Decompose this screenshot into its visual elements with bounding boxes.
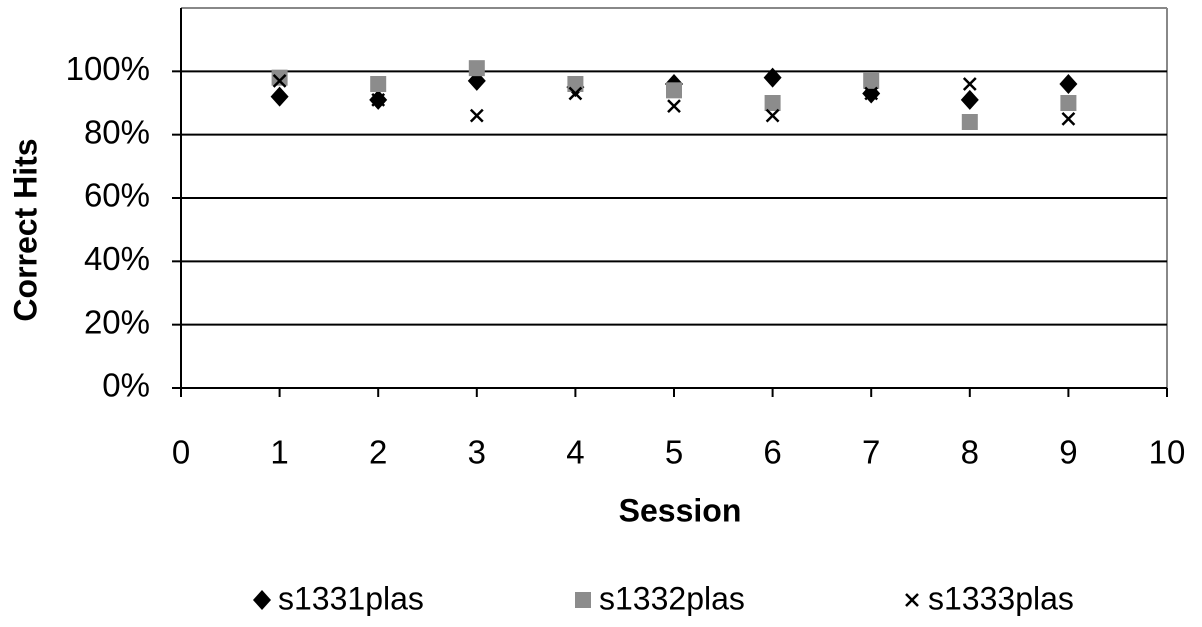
point (765, 108, 780, 123)
legend-label: s1333plas (928, 580, 1074, 616)
point (764, 95, 781, 111)
y-tick-label: 40% (84, 240, 150, 277)
x-tick-label: 4 (566, 434, 584, 471)
point (763, 67, 782, 88)
legend-label: s1331plas (278, 580, 424, 616)
x-tick-label: 5 (665, 434, 683, 471)
legend-marker (575, 592, 591, 608)
legend-marker (905, 593, 919, 607)
point (667, 99, 681, 114)
x-tick-label: 8 (961, 434, 979, 471)
x-tick-label: 3 (468, 434, 486, 471)
point (863, 72, 880, 89)
point (1059, 74, 1078, 94)
point (1060, 95, 1077, 111)
y-tick-label: 60% (84, 177, 150, 214)
point (469, 108, 484, 123)
legend-label: s1332plas (599, 580, 745, 616)
y-tick-label: 0% (102, 367, 150, 404)
x-tick-label: 7 (862, 434, 880, 471)
legend-marker (253, 590, 271, 610)
point (864, 86, 879, 101)
y-tick-label: 20% (84, 303, 150, 340)
x-tick-label: 6 (763, 434, 781, 471)
point (568, 86, 583, 101)
y-tick-label: 80% (84, 113, 150, 150)
point (962, 77, 977, 91)
x-tick-label: 0 (172, 434, 190, 471)
y-axis-title: Correct Hits (7, 138, 43, 321)
x-axis-title: Session (619, 492, 742, 528)
x-tick-label: 9 (1059, 434, 1077, 471)
point (371, 92, 386, 107)
point (468, 60, 485, 77)
x-tick-label: 2 (369, 434, 387, 471)
x-tick-label: 10 (1149, 434, 1186, 471)
point (961, 114, 978, 130)
point (270, 86, 289, 107)
y-tick-label: 100% (66, 50, 150, 87)
x-tick-label: 1 (270, 434, 288, 471)
point (960, 89, 979, 110)
point (666, 82, 682, 99)
point (271, 69, 288, 86)
point (370, 76, 387, 92)
point (272, 73, 287, 88)
point (1061, 111, 1076, 126)
